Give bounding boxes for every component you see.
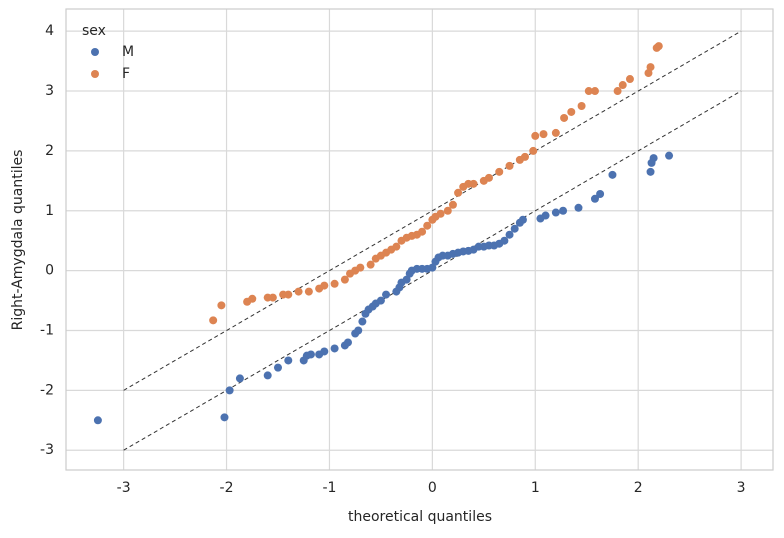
- y-tick-label: 2: [45, 143, 54, 159]
- point: [505, 230, 514, 239]
- point: [356, 263, 365, 272]
- point: [448, 200, 457, 209]
- point: [402, 275, 411, 284]
- point: [436, 209, 445, 218]
- x-tick-label: -2: [220, 480, 234, 496]
- point: [248, 294, 257, 303]
- legend-label: M: [122, 44, 134, 60]
- point: [358, 317, 367, 326]
- point: [577, 101, 586, 110]
- point: [304, 287, 313, 296]
- point: [340, 275, 349, 284]
- y-axis-label: Right-Amygdala quantiles: [10, 150, 26, 331]
- point: [418, 227, 427, 236]
- x-tick-label: 0: [428, 480, 437, 496]
- point: [330, 279, 339, 288]
- legend-marker: [91, 48, 99, 56]
- point: [320, 347, 329, 356]
- point: [518, 215, 527, 224]
- legend-label: F: [122, 66, 130, 82]
- point: [505, 161, 514, 170]
- point: [235, 374, 244, 383]
- x-tick-label: 2: [634, 480, 643, 496]
- point: [618, 81, 627, 90]
- point: [273, 363, 282, 372]
- x-tick-label: -3: [117, 480, 131, 496]
- point: [646, 63, 655, 72]
- point: [469, 179, 478, 188]
- point: [220, 413, 229, 422]
- point: [649, 154, 658, 163]
- point: [294, 287, 303, 296]
- point: [217, 301, 226, 310]
- point: [590, 194, 599, 203]
- point: [268, 293, 277, 302]
- point: [590, 87, 599, 96]
- y-tick-label: -1: [40, 323, 54, 339]
- point: [510, 224, 519, 233]
- point: [330, 344, 339, 353]
- x-tick-label: 1: [531, 480, 540, 496]
- point: [520, 152, 529, 161]
- point: [376, 296, 385, 305]
- point: [423, 221, 432, 230]
- point: [608, 170, 617, 179]
- x-tick-label: 3: [737, 480, 746, 496]
- point: [574, 203, 583, 212]
- point: [529, 146, 538, 155]
- point: [306, 350, 315, 359]
- point: [567, 107, 576, 116]
- point: [284, 290, 293, 299]
- point: [495, 167, 504, 176]
- point: [392, 242, 401, 251]
- legend-title: sex: [82, 23, 106, 39]
- point: [665, 151, 674, 160]
- point: [551, 208, 560, 217]
- point: [559, 206, 568, 215]
- point: [654, 42, 663, 51]
- point: [596, 189, 605, 198]
- y-tick-label: 3: [45, 83, 54, 99]
- point: [354, 326, 363, 335]
- legend-marker: [91, 70, 99, 78]
- point: [209, 316, 218, 325]
- point: [284, 356, 293, 365]
- point: [343, 338, 352, 347]
- point: [531, 131, 540, 140]
- point: [263, 371, 272, 380]
- point: [443, 206, 452, 215]
- point: [541, 211, 550, 220]
- y-tick-label: 1: [45, 203, 54, 219]
- point: [484, 173, 493, 182]
- x-tick-label: -1: [322, 480, 336, 496]
- point: [320, 281, 329, 290]
- x-axis-label: theoretical quantiles: [348, 509, 492, 525]
- point: [551, 128, 560, 137]
- point: [454, 188, 463, 197]
- point: [366, 260, 375, 269]
- point: [382, 290, 391, 299]
- point: [646, 167, 655, 176]
- y-tick-label: -2: [40, 382, 54, 398]
- point: [225, 386, 234, 395]
- point: [539, 130, 548, 139]
- point: [93, 416, 102, 425]
- y-tick-label: 0: [45, 263, 54, 279]
- point: [560, 113, 569, 122]
- y-tick-label: -3: [40, 442, 54, 458]
- point: [500, 236, 509, 245]
- y-tick-label: 4: [45, 23, 54, 39]
- point: [613, 87, 622, 96]
- plot-frame: [65, 8, 774, 471]
- reference-line: [123, 30, 742, 391]
- point: [584, 87, 593, 96]
- point: [625, 75, 634, 84]
- point: [428, 263, 437, 272]
